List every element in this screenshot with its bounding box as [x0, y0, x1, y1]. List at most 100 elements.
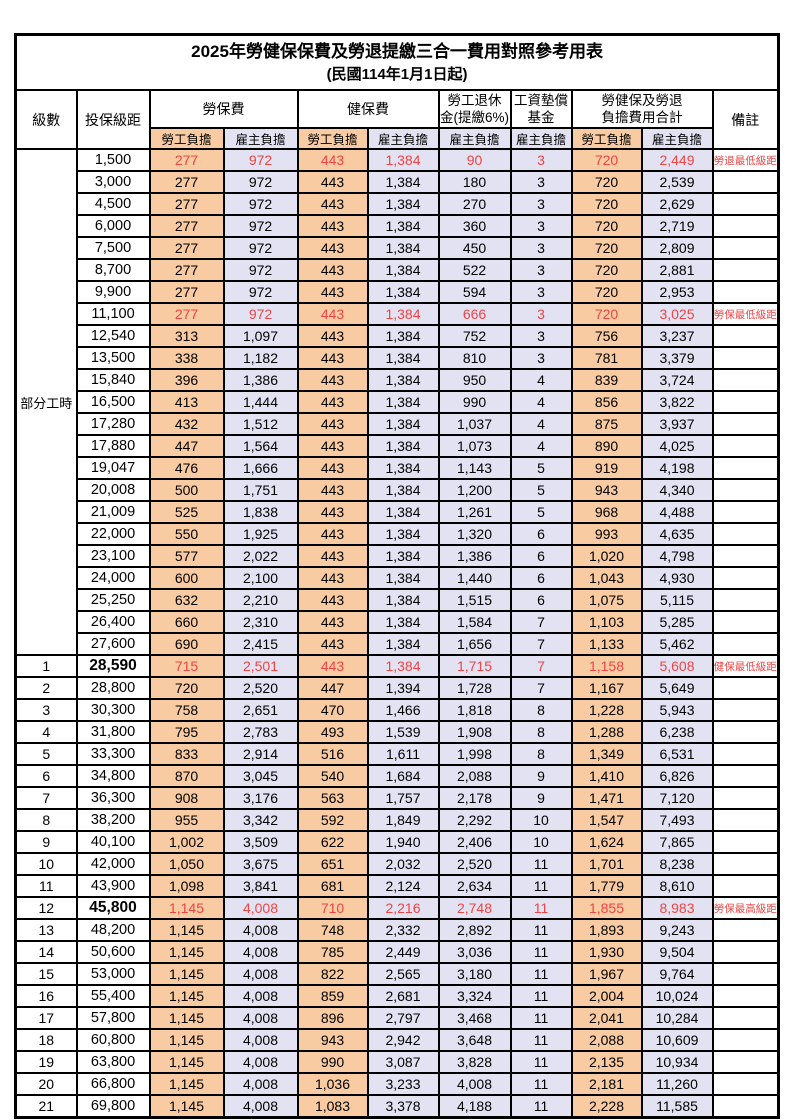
remark-cell — [711, 742, 780, 766]
value-cell: 4,198 — [640, 456, 714, 480]
col-header-labor-insurance: 勞保費 — [148, 89, 299, 129]
value-cell: 443 — [296, 390, 369, 414]
remark-cell — [711, 324, 780, 348]
value-cell: 4,008 — [222, 1072, 299, 1096]
value-cell: 8 — [509, 742, 573, 766]
bracket-cell: 60,800 — [75, 1028, 151, 1052]
value-cell: 11,585 — [640, 1094, 714, 1118]
value-cell: 11 — [509, 984, 573, 1008]
value-cell: 2,310 — [222, 610, 299, 634]
value-cell: 6 — [509, 522, 573, 546]
value-cell: 3 — [509, 280, 573, 304]
value-cell: 972 — [222, 192, 299, 216]
bracket-cell: 13,500 — [75, 346, 151, 370]
level-cell: 21 — [14, 1094, 78, 1118]
value-cell: 3,324 — [437, 984, 512, 1008]
table-row: 12,540 313 1,097 443 1,384 752 3 756 3,237 — [16, 324, 780, 348]
value-cell: 1,384 — [366, 236, 440, 260]
level-cell: 9 — [14, 830, 78, 854]
value-cell: 443 — [296, 236, 369, 260]
value-cell: 443 — [296, 654, 369, 678]
value-cell: 6,238 — [640, 720, 714, 744]
table-row: 22,000 550 1,925 443 1,384 1,320 6 993 4,635 — [16, 522, 780, 546]
value-cell: 1,167 — [570, 676, 643, 700]
value-cell: 651 — [296, 852, 369, 876]
value-cell: 3,379 — [640, 346, 714, 370]
remark-cell — [711, 522, 780, 546]
bracket-cell: 26,400 — [75, 610, 151, 634]
remark-cell: 勞保最高級距 — [711, 896, 780, 920]
value-cell: 11 — [509, 918, 573, 942]
value-cell: 1,410 — [570, 764, 643, 788]
value-cell: 360 — [437, 214, 512, 238]
remark-cell: 健保最低級距 — [711, 654, 780, 678]
bracket-cell: 48,200 — [75, 918, 151, 942]
subheader-labor-employer: 雇主負擔 — [222, 127, 299, 150]
value-cell: 470 — [296, 698, 369, 722]
value-cell: 443 — [296, 368, 369, 392]
value-cell: 4,930 — [640, 566, 714, 590]
table-row: 6,000 277 972 443 1,384 360 3 720 2,719 — [16, 214, 780, 238]
value-cell: 5 — [509, 500, 573, 524]
total-header-line2: 負擔費用合計 — [601, 110, 683, 125]
value-cell: 3,176 — [222, 786, 299, 810]
value-cell: 4,340 — [640, 478, 714, 502]
bracket-cell: 12,540 — [75, 324, 151, 348]
bracket-cell: 15,840 — [75, 368, 151, 392]
value-cell: 720 — [570, 170, 643, 194]
table-row: 20 66,800 1,145 4,008 1,036 3,233 4,008 11 2,181… — [14, 1072, 780, 1096]
remark-cell — [711, 676, 780, 700]
table-row: 10 42,000 1,050 3,675 651 2,032 2,520 11 1,701 8,… — [14, 852, 780, 876]
remark-cell — [711, 566, 780, 590]
value-cell: 443 — [296, 522, 369, 546]
value-cell: 413 — [148, 390, 225, 414]
wage-fund-header-line1: 工資墊償 — [514, 93, 568, 108]
value-cell: 1,384 — [366, 544, 440, 568]
value-cell: 277 — [148, 236, 225, 260]
value-cell: 5,608 — [640, 654, 714, 678]
value-cell: 4,008 — [437, 1072, 512, 1096]
pension-header-line1: 勞工退休 — [447, 93, 502, 108]
value-cell: 2,022 — [222, 544, 299, 568]
table-body: 部分工時 1,500 277 972 443 1,384 90 3 720 2,449 勞退最低級距… — [14, 148, 780, 1118]
value-cell: 1,384 — [366, 412, 440, 436]
value-cell: 1,515 — [437, 588, 512, 612]
value-cell: 8 — [509, 698, 573, 722]
value-cell: 11 — [509, 940, 573, 964]
value-cell: 720 — [570, 302, 643, 326]
remark-cell — [711, 588, 780, 612]
value-cell: 2,228 — [570, 1094, 643, 1118]
value-cell: 3 — [509, 258, 573, 282]
value-cell: 2,088 — [570, 1028, 643, 1052]
bracket-cell: 63,800 — [75, 1050, 151, 1074]
value-cell: 443 — [296, 566, 369, 590]
value-cell: 660 — [148, 610, 225, 634]
value-cell: 1,133 — [570, 632, 643, 656]
value-cell: 1,145 — [148, 1094, 225, 1118]
value-cell: 2,332 — [366, 918, 440, 942]
value-cell: 1,624 — [570, 830, 643, 854]
value-cell: 3,937 — [640, 412, 714, 436]
part-time-merged-cell: 部分工時 — [14, 148, 78, 656]
value-cell: 943 — [296, 1028, 369, 1052]
value-cell: 1,684 — [366, 764, 440, 788]
value-cell: 1,320 — [437, 522, 512, 546]
value-cell: 1,512 — [222, 412, 299, 436]
col-header-remark: 備註 — [711, 89, 780, 150]
level-cell: 14 — [14, 940, 78, 964]
value-cell: 1,925 — [222, 522, 299, 546]
value-cell: 2,942 — [366, 1028, 440, 1052]
value-cell: 1,384 — [366, 478, 440, 502]
value-cell: 972 — [222, 280, 299, 304]
bracket-cell: 38,200 — [75, 808, 151, 832]
value-cell: 1,384 — [366, 566, 440, 590]
bracket-cell: 57,800 — [75, 1006, 151, 1030]
bracket-cell: 31,800 — [75, 720, 151, 744]
value-cell: 908 — [148, 786, 225, 810]
value-cell: 1,715 — [437, 654, 512, 678]
value-cell: 3,724 — [640, 368, 714, 392]
bracket-cell: 9,900 — [75, 280, 151, 304]
col-header-level: 級數 — [14, 89, 78, 150]
value-cell: 443 — [296, 192, 369, 216]
value-cell: 4,008 — [222, 1006, 299, 1030]
